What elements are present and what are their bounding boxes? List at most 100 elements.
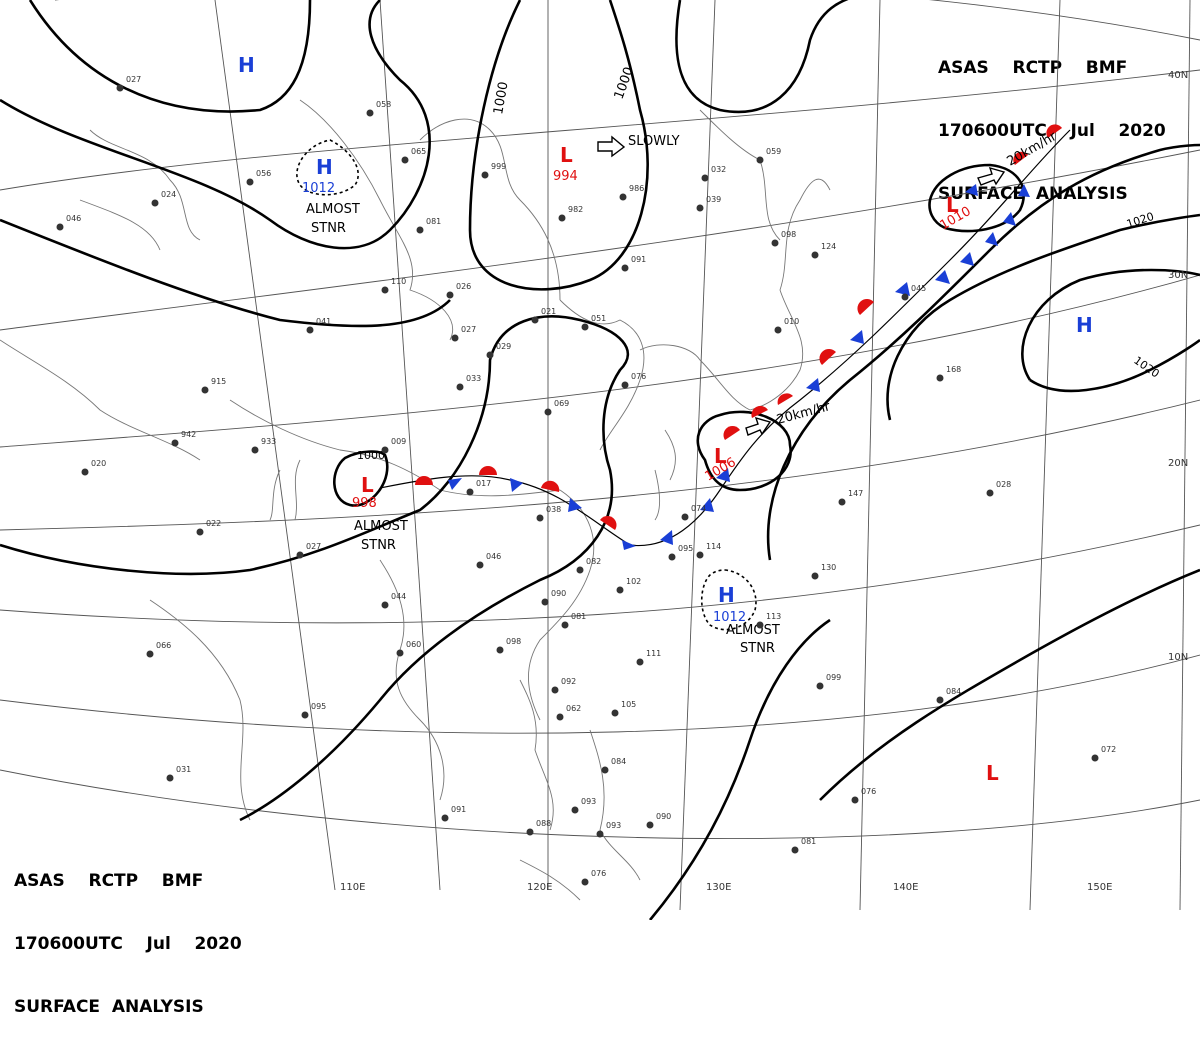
longitude-label: 110E [340,882,365,893]
station-pressure-value: 168 [946,365,961,374]
pressure-value: 994 [553,169,578,184]
station-pressure-value: 090 [551,589,566,598]
station-marker [456,383,464,391]
station-marker [816,682,824,690]
cold-front-symbol [1003,212,1016,226]
station-pressure-value: 088 [536,819,551,828]
station-pressure-value: 074 [691,504,706,513]
latitude-label: 40N [1168,70,1188,81]
system-motion: 20km/hr [775,399,832,428]
station-marker [619,193,627,201]
warm-front-symbol [541,480,560,492]
station-marker [466,488,474,496]
system-note: ALMOST [306,202,360,217]
station-marker [576,566,584,574]
station-pressure-value: 099 [826,673,841,682]
station-marker [441,814,449,822]
station-marker [381,601,389,609]
station-marker [936,374,944,382]
cold-front-symbol [806,378,820,392]
station-marker [621,381,629,389]
title-line-3: SURFACE ANALYSIS [14,997,204,1017]
high-pressure-center: H [316,155,333,179]
station-pressure-value: 010 [784,317,799,326]
station-pressure-value: 076 [591,869,606,878]
low-pressure-center: L [986,761,999,785]
station-pressure-value: 124 [821,242,836,251]
high-pressure-center: H [1076,313,1093,337]
cold-front-symbol [716,468,730,482]
station-pressure-value: 082 [586,557,601,566]
graticule [0,0,1200,911]
station-marker [366,109,374,117]
fronts [379,124,1071,550]
station-marker [551,686,559,694]
station-marker [571,806,579,814]
title-line-2: 170600UTC Jul 2020 [14,934,242,954]
station-pressure-value: 058 [376,100,391,109]
station-marker [544,408,552,416]
station-pressure-value: 045 [911,284,926,293]
longitude-label: 120E [527,882,552,893]
low-pressure-center: L [714,444,727,468]
station-pressure-value: 095 [311,702,326,711]
station-marker [851,796,859,804]
station-pressure-value: 093 [581,797,596,806]
station-pressure-value: 033 [466,374,481,383]
station-pressure-value: 092 [561,677,576,686]
station-pressure-value: 098 [781,230,796,239]
station-marker [901,293,909,301]
longitude-label: 130E [706,882,731,893]
station-pressure-value: 029 [496,342,511,351]
low-pressure-center: L [361,473,374,497]
station-pressure-value: 027 [461,325,476,334]
title-line-2: 170600UTC Jul 2020 [938,121,1166,141]
station-pressure-value: 039 [706,195,721,204]
station-marker [646,821,654,829]
title-line-1: ASAS RCTP BMF [14,871,204,891]
title-line-3: SURFACE ANALYSIS [938,184,1128,204]
station-marker [396,649,404,657]
high-pressure-center: H [718,583,735,607]
station-marker [201,386,209,394]
station-marker [116,84,124,92]
station-marker [811,251,819,259]
grid-labels: 110E 120E 130E 140E 150E 40N 30N 20N 10N [340,70,1188,893]
station-marker [81,468,89,476]
station-pressure-value: 022 [206,519,221,528]
station-pressure-value: 095 [678,544,693,553]
station-marker [774,326,782,334]
station-pressure-value: 982 [568,205,583,214]
cold-front-symbol [622,540,636,550]
station-marker [541,598,549,606]
warm-front-symbol [1046,124,1062,138]
station-pressure-value: 065 [411,147,426,156]
station-marker [601,766,609,774]
station-pressure-value: 059 [766,147,781,156]
pressure-value: 998 [352,496,377,511]
station-pressure-value: 076 [631,372,646,381]
station-pressure-value: 915 [211,377,226,386]
station-pressure-value: 046 [486,552,501,561]
station-marker [451,334,459,342]
station-marker [151,199,159,207]
station-pressure-value: 076 [861,787,876,796]
station-pressure-value: 021 [541,307,556,316]
station-pressure-value: 091 [631,255,646,264]
station-pressure-value: 041 [316,317,331,326]
station-pressure-value: 017 [476,479,491,488]
station-marker [381,446,389,454]
station-pressure-value: 027 [126,75,141,84]
system-note: STNR [740,641,775,656]
station-pressure-value: 090 [656,812,671,821]
cold-front-symbol [510,478,523,492]
station-marker [476,561,484,569]
warm-front-symbol [415,476,433,485]
station-pressure-value: 051 [591,314,606,323]
station-pressure-value: 031 [176,765,191,774]
station-marker [811,572,819,580]
motion-arrows [597,135,1006,436]
station-pressure-value: 098 [506,637,521,646]
cold-front-symbol [1018,184,1030,197]
longitude-label: 150E [1087,882,1112,893]
